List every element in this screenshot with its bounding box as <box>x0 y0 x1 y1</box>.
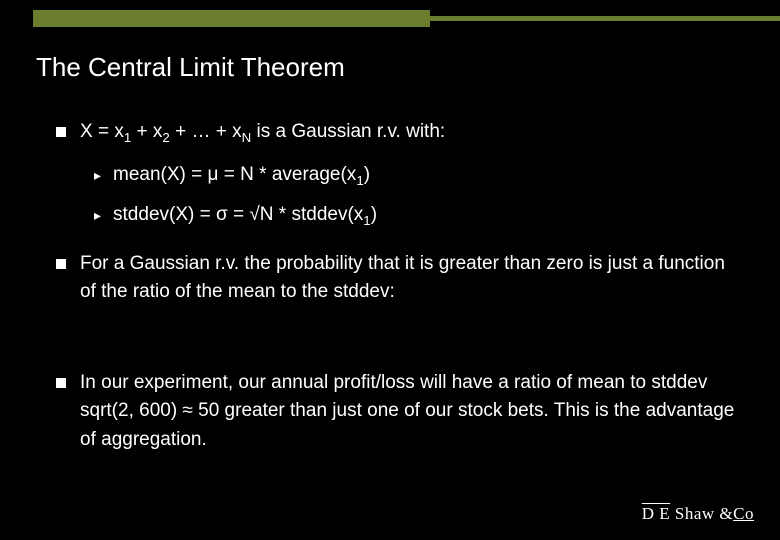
bullet-marker-icon <box>56 259 66 269</box>
sub-bullet-1: ▸ mean(X) = μ = N * average(x1) <box>94 161 740 190</box>
logo-suffix: Co <box>733 504 754 523</box>
sub-bullet-marker-icon: ▸ <box>94 205 101 226</box>
bullet-2-text: For a Gaussian r.v. the probability that… <box>80 250 740 307</box>
logo-prefix: D E <box>642 504 670 523</box>
header-accent-line <box>430 16 780 21</box>
slide-title: The Central Limit Theorem <box>36 52 345 83</box>
slide-content: X = x1 + x2 + … + xN is a Gaussian r.v. … <box>56 118 740 468</box>
sub-bullet-2: ▸ stddev(X) = σ = √N * stddev(x1) <box>94 201 740 230</box>
sub-bullet-marker-icon: ▸ <box>94 165 101 186</box>
company-logo: D E Shaw &Co <box>642 504 754 524</box>
bullet-marker-icon <box>56 378 66 388</box>
bullet-2: For a Gaussian r.v. the probability that… <box>56 250 740 307</box>
sub-bullet-1-text: mean(X) = μ = N * average(x1) <box>113 161 740 190</box>
bullet-1: X = x1 + x2 + … + xN is a Gaussian r.v. … <box>56 118 740 147</box>
bullet-marker-icon <box>56 127 66 137</box>
logo-main: Shaw & <box>670 504 733 523</box>
bullet-3-text: In our experiment, our annual profit/los… <box>80 369 740 455</box>
bullet-1-text: X = x1 + x2 + … + xN is a Gaussian r.v. … <box>80 118 740 147</box>
header-accent-block <box>33 10 430 27</box>
bullet-3: In our experiment, our annual profit/los… <box>56 369 740 455</box>
formula-placeholder <box>56 321 740 369</box>
header-decoration <box>0 0 780 36</box>
sub-bullet-2-text: stddev(X) = σ = √N * stddev(x1) <box>113 201 740 230</box>
